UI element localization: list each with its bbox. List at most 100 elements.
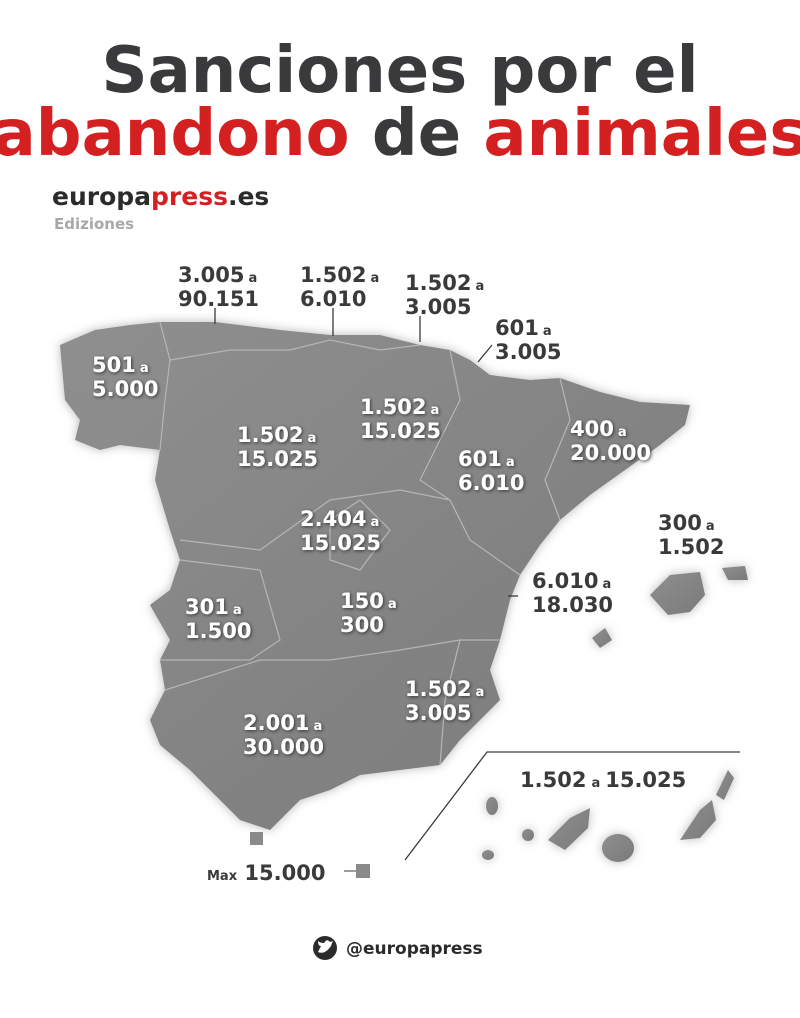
region-label: 2.001 a 30.000 xyxy=(243,711,324,759)
label-min: 1.502 xyxy=(405,677,471,701)
region-label: 2.404 a 15.025 xyxy=(300,507,381,555)
menorca xyxy=(722,566,748,580)
label-min: 1.502 xyxy=(360,395,426,419)
title-word: de xyxy=(372,97,461,171)
label-sep: a xyxy=(370,515,379,530)
region-label: 1.502 a 3.005 xyxy=(405,271,484,319)
label-max: 20.000 xyxy=(570,441,651,465)
label-value: 15.000 xyxy=(244,861,325,885)
label-min: 2.001 xyxy=(243,711,309,735)
region-label: 6.010 a 18.030 xyxy=(532,569,613,617)
label-min: 3.005 xyxy=(178,263,244,287)
region-label: 400 a 20.000 xyxy=(570,417,651,465)
canary-island xyxy=(482,850,494,860)
twitter-bird xyxy=(318,940,333,953)
label-max: 5.000 xyxy=(92,377,158,401)
label-max: 1.502 xyxy=(658,535,724,559)
ceuta-marker xyxy=(250,832,263,845)
label-min: 301 xyxy=(185,595,229,619)
label-prefix: Max xyxy=(207,869,238,884)
canary-island xyxy=(602,834,634,862)
canary-island xyxy=(486,797,498,815)
label-sep: a xyxy=(475,685,484,700)
footer-handle[interactable]: @europapress xyxy=(346,939,483,959)
label-min: 1.502 xyxy=(300,263,366,287)
label-sep: a xyxy=(543,324,552,339)
label-max: 6.010 xyxy=(300,287,366,311)
label-sep: a xyxy=(233,603,242,618)
region-label: 1.502 a 3.005 xyxy=(405,677,484,725)
title-line2: abandono de animales xyxy=(0,97,800,171)
label-sep: a xyxy=(475,279,484,294)
region-label: 300 a 1.502 xyxy=(658,511,724,559)
label-max: 15.025 xyxy=(605,768,686,792)
canary-island xyxy=(716,770,734,800)
brand-part: press xyxy=(151,182,228,211)
label-sep: a xyxy=(618,425,627,440)
label-min: 1.502 xyxy=(405,271,471,295)
label-sep: a xyxy=(313,719,322,734)
label-min: 1.502 xyxy=(237,423,303,447)
label-min: 501 xyxy=(92,353,136,377)
region-label: 1.502 a 15.025 xyxy=(237,423,318,471)
inset-divider xyxy=(404,751,740,861)
label-min: 2.404 xyxy=(300,507,366,531)
label-min: 400 xyxy=(570,417,614,441)
ibiza xyxy=(592,628,612,648)
label-max: 300 xyxy=(340,613,384,637)
label-sep: a xyxy=(248,271,257,286)
leader-line xyxy=(477,344,493,363)
peninsula xyxy=(60,322,690,830)
label-min: 6.010 xyxy=(532,569,598,593)
label-max: 3.005 xyxy=(405,295,471,319)
label-sep: a xyxy=(602,577,611,592)
label-max: 18.030 xyxy=(532,593,613,617)
label-min: 150 xyxy=(340,589,384,613)
label-sep: a xyxy=(430,403,439,418)
region-label: 501 a 5.000 xyxy=(92,353,158,401)
brand: europapress.es xyxy=(52,182,269,211)
label-sep: a xyxy=(506,455,515,470)
label-sep: a xyxy=(370,271,379,286)
region-label: 3.005 a 90.151 xyxy=(178,263,259,311)
label-sep: a xyxy=(140,361,149,376)
label-max: 15.025 xyxy=(300,531,381,555)
title-word: animales xyxy=(483,97,800,171)
region-borders xyxy=(159,321,571,766)
label-sep: a xyxy=(591,776,600,791)
brand-part: europa xyxy=(52,182,151,211)
label-min: 300 xyxy=(658,511,702,535)
region-label: 601 a 6.010 xyxy=(458,447,524,495)
title-line1: Sanciones por el xyxy=(102,34,699,108)
label-min: 601 xyxy=(495,316,539,340)
brand-part: .es xyxy=(228,182,269,211)
label-sep: a xyxy=(307,431,316,446)
label-max: 90.151 xyxy=(178,287,259,311)
canary-island xyxy=(548,808,590,850)
label-max: 3.005 xyxy=(495,340,561,364)
label-min: 601 xyxy=(458,447,502,471)
label-max: 30.000 xyxy=(243,735,324,759)
region-label: 1.502 a 6.010 xyxy=(300,263,379,311)
label-max: 3.005 xyxy=(405,701,471,725)
canarias-label: 1.502 a 15.025 xyxy=(520,768,686,792)
canary-island xyxy=(522,829,534,841)
ceuta-melilla-label: Max 15.000 xyxy=(207,861,325,885)
label-max: 15.025 xyxy=(237,447,318,471)
label-max: 1.500 xyxy=(185,619,251,643)
region-label: 601 a 3.005 xyxy=(495,316,561,364)
region-label: 150 a 300 xyxy=(340,589,397,637)
brand-sub: Ediziones xyxy=(54,215,134,233)
title-word: abandono xyxy=(0,97,350,171)
label-sep: a xyxy=(388,597,397,612)
mallorca xyxy=(650,572,705,615)
map xyxy=(60,322,748,862)
label-max: 6.010 xyxy=(458,471,524,495)
label-min: 1.502 xyxy=(520,768,586,792)
melilla-marker xyxy=(356,864,370,878)
label-max: 15.025 xyxy=(360,419,441,443)
region-label: 1.502 a 15.025 xyxy=(360,395,441,443)
canary-island xyxy=(680,800,716,840)
region-label: 301 a 1.500 xyxy=(185,595,251,643)
